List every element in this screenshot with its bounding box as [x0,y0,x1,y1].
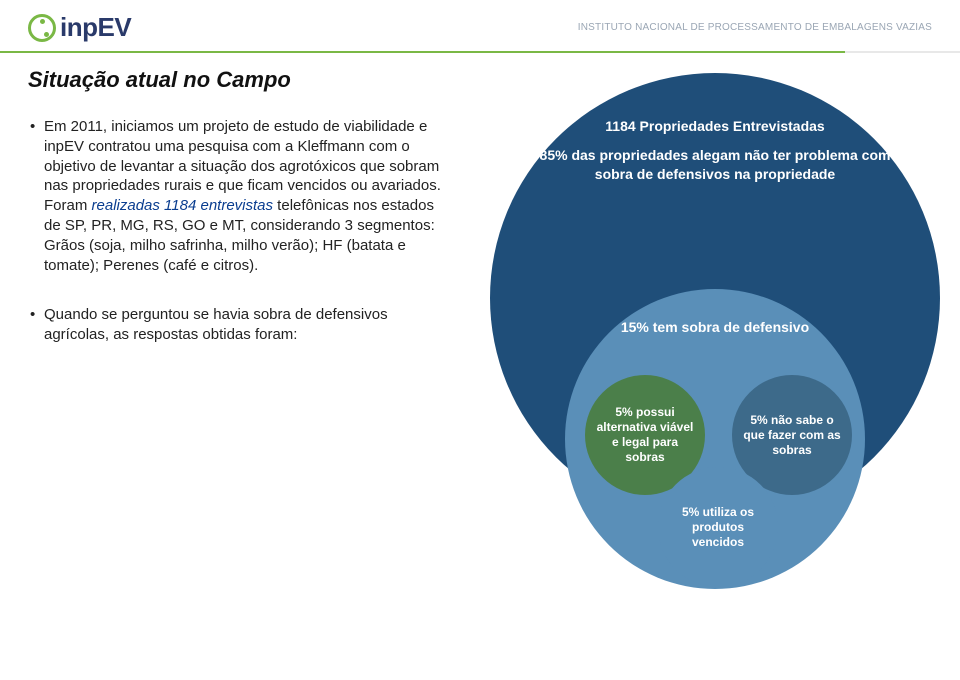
logo-text: inpEV [60,12,131,43]
logo: inpEV [28,12,131,43]
bullet-1-em: realizadas 1184 entrevistas [92,197,274,214]
header-divider [0,51,960,53]
venn-big-head: 1184 Propriedades Entrevistadas [535,117,895,136]
bullet-list: Em 2011, iniciamos um projeto de estudo … [30,117,450,345]
venn-big-body: 85% das propriedades alegam não ter prob… [540,147,891,182]
venn-mid-label: 15% tem sobra de defensivo [621,319,809,335]
venn-small-3: 5% utiliza os produtos vencidos [658,467,778,587]
venn-diagram: 1184 Propriedades Entrevistadas 85% das … [460,67,930,607]
venn-small-2-label: 5% não sabe o que fazer com as sobras [742,413,842,458]
venn-small-3-label: 5% utiliza os produtos vencidos [668,505,768,550]
venn-small-1-label: 5% possui alternativa viável e legal par… [595,405,695,465]
org-name: INSTITUTO NACIONAL DE PROCESSAMENTO DE E… [578,22,932,33]
bullet-2: Quando se perguntou se havia sobra de de… [30,305,450,345]
logo-icon [28,14,56,42]
venn-big-text: 1184 Propriedades Entrevistadas 85% das … [535,117,895,184]
left-column: Situação atual no Campo Em 2011, iniciam… [30,67,450,607]
content: Situação atual no Campo Em 2011, iniciam… [0,67,960,607]
bullet-1: Em 2011, iniciamos um projeto de estudo … [30,117,450,275]
header: inpEV INSTITUTO NACIONAL DE PROCESSAMENT… [0,0,960,49]
page-title: Situação atual no Campo [28,67,450,93]
